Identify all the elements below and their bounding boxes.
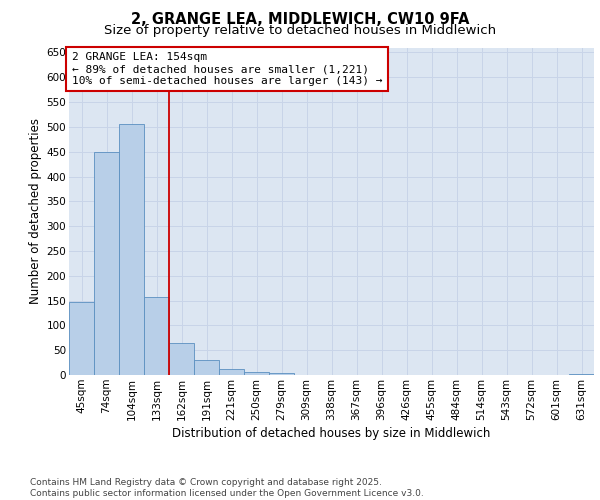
Text: Size of property relative to detached houses in Middlewich: Size of property relative to detached ho… (104, 24, 496, 37)
Bar (244, 372, 269, 375)
Text: 2, GRANGE LEA, MIDDLEWICH, CW10 9FA: 2, GRANGE LEA, MIDDLEWICH, CW10 9FA (131, 12, 469, 28)
Bar (269, 372, 294, 375)
Bar (194, 360, 219, 375)
Bar (569, 374, 594, 375)
Bar (94, 152, 119, 375)
Y-axis label: Number of detached properties: Number of detached properties (29, 118, 43, 304)
Bar (69, 302, 94, 375)
Bar (144, 296, 169, 375)
X-axis label: Distribution of detached houses by size in Middlewich: Distribution of detached houses by size … (172, 427, 491, 440)
Bar (169, 342, 194, 375)
Bar (119, 124, 144, 375)
Text: Contains HM Land Registry data © Crown copyright and database right 2025.
Contai: Contains HM Land Registry data © Crown c… (30, 478, 424, 498)
Bar (219, 369, 244, 375)
Text: 2 GRANGE LEA: 154sqm
← 89% of detached houses are smaller (1,221)
10% of semi-de: 2 GRANGE LEA: 154sqm ← 89% of detached h… (71, 52, 382, 86)
